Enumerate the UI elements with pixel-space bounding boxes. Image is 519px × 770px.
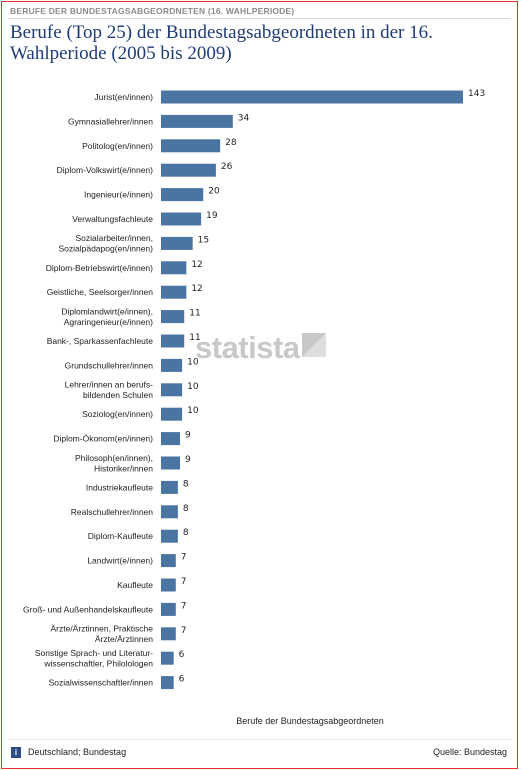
chart-kicker: BERUFE DER BUNDESTAGSABGEORDNETEN (16. W…: [10, 6, 295, 16]
statista-logo-icon: [302, 333, 326, 357]
data-label: 12: [191, 284, 202, 294]
bar: [161, 261, 187, 275]
data-label: 12: [191, 260, 202, 270]
data-label: 143: [468, 89, 485, 99]
bar: [161, 480, 178, 494]
bar: [161, 407, 183, 421]
category-label: Ingenieur(e/innen): [84, 190, 153, 200]
x-axis-label: Berufe der Bundestagsabgeordneten: [236, 716, 384, 726]
category-label: Diplom-Ökonom(en/innen): [53, 434, 153, 444]
category-label: Diplomlandwirt(e/innen),: [61, 306, 153, 316]
category-label: Bank-, Sparkassenfachleute: [47, 336, 154, 346]
category-label: Geistliche, Seelsorger/innen: [47, 287, 154, 297]
category-label: Kaufleute: [117, 580, 153, 590]
data-label: 11: [189, 333, 200, 343]
data-label: 26: [221, 162, 233, 172]
bar: [161, 529, 178, 543]
statista-watermark: statista: [195, 330, 300, 365]
category-label: Sonstige Sprach- und Literatur-: [35, 648, 153, 658]
category-label: Gymnasiallehrer/innen: [68, 116, 153, 126]
data-label: 10: [187, 382, 199, 392]
kicker-divider: [8, 18, 511, 19]
category-label: wissenschaftler, Philolologen: [43, 658, 153, 668]
data-label: 8: [183, 504, 189, 514]
bar: [161, 358, 183, 372]
data-label: 10: [187, 406, 199, 416]
category-label: Diplom-Betriebswirt(e/innen): [46, 263, 153, 273]
bar: [161, 676, 174, 690]
bar: [161, 212, 202, 226]
data-label: 6: [179, 650, 185, 660]
bar: [161, 505, 178, 519]
chart-title: Berufe (Top 25) der Bundestagsabgeordnet…: [10, 22, 433, 64]
data-label: 9: [185, 455, 191, 465]
category-label: Sozialarbeiter/innen,: [76, 233, 154, 243]
data-label: 19: [206, 211, 218, 221]
category-label: Realschullehrer/innen: [71, 507, 153, 517]
category-label: Soziolog(en/innen): [82, 409, 153, 419]
bar: [161, 188, 204, 202]
data-label: 11: [189, 309, 200, 319]
bar: [161, 163, 216, 177]
bar: [161, 602, 176, 616]
bar: [161, 334, 185, 348]
data-label: 9: [185, 431, 191, 441]
data-label: 7: [181, 553, 187, 563]
bar: [161, 456, 181, 470]
footer-source: Quelle: Bundestag: [432, 747, 507, 757]
category-label: Industriekaufleute: [86, 482, 153, 492]
data-label: 10: [187, 357, 199, 367]
category-label: Ärzte/Ärztinnen, Praktische: [50, 624, 153, 634]
footer-region: Deutschland; Bundestag: [28, 747, 127, 757]
category-label: Diplom-Kaufleute: [88, 531, 153, 541]
data-label: 8: [183, 528, 189, 538]
bar: [161, 432, 181, 446]
category-label: Ärzte/Ärztinnen: [95, 634, 153, 644]
bar: [161, 139, 221, 153]
category-label: Grundschullehrer/innen: [65, 360, 154, 370]
bar: [161, 310, 185, 324]
category-label: Historiker/innen: [94, 463, 153, 473]
data-label: 7: [181, 601, 187, 611]
bar: [161, 285, 187, 299]
data-label: 34: [238, 113, 250, 123]
bar: [161, 383, 183, 397]
bar: [161, 651, 174, 665]
category-label: Sozialpädapog(en/innen): [58, 244, 153, 254]
category-label: Politolog(en/innen): [82, 141, 153, 151]
category-label: Lehrer/innen an berufs-: [65, 380, 154, 390]
data-label: 7: [181, 577, 187, 587]
category-label: Sozialwissenschaftler/innen: [49, 678, 154, 688]
category-label: Verwaltungsfachleute: [72, 214, 153, 224]
category-label: Groß- und Außenhandelskaufleute: [23, 604, 153, 614]
data-label: 15: [198, 235, 209, 245]
bar: [161, 554, 176, 568]
footer-divider: [8, 739, 511, 740]
info-icon[interactable]: i: [11, 747, 21, 758]
category-label: Philosoph(en/innen),: [75, 453, 153, 463]
bar: [161, 114, 233, 128]
bar: [161, 90, 463, 104]
category-label: Jurist(en/innen): [94, 92, 153, 102]
data-label: 28: [225, 138, 237, 148]
category-label: Agraringenieur(e/innen): [64, 317, 153, 327]
bar: [161, 236, 193, 250]
data-label: 6: [179, 675, 185, 685]
data-label: 7: [181, 626, 187, 636]
bar: [161, 578, 176, 592]
category-label: Diplom-Volkswirt(e/innen): [57, 165, 154, 175]
data-label: 8: [183, 479, 189, 489]
bar: [161, 627, 176, 641]
data-label: 20: [208, 187, 220, 197]
category-label: bildenden Schulen: [83, 390, 153, 400]
category-label: Landwirt(e/innen): [87, 556, 153, 566]
